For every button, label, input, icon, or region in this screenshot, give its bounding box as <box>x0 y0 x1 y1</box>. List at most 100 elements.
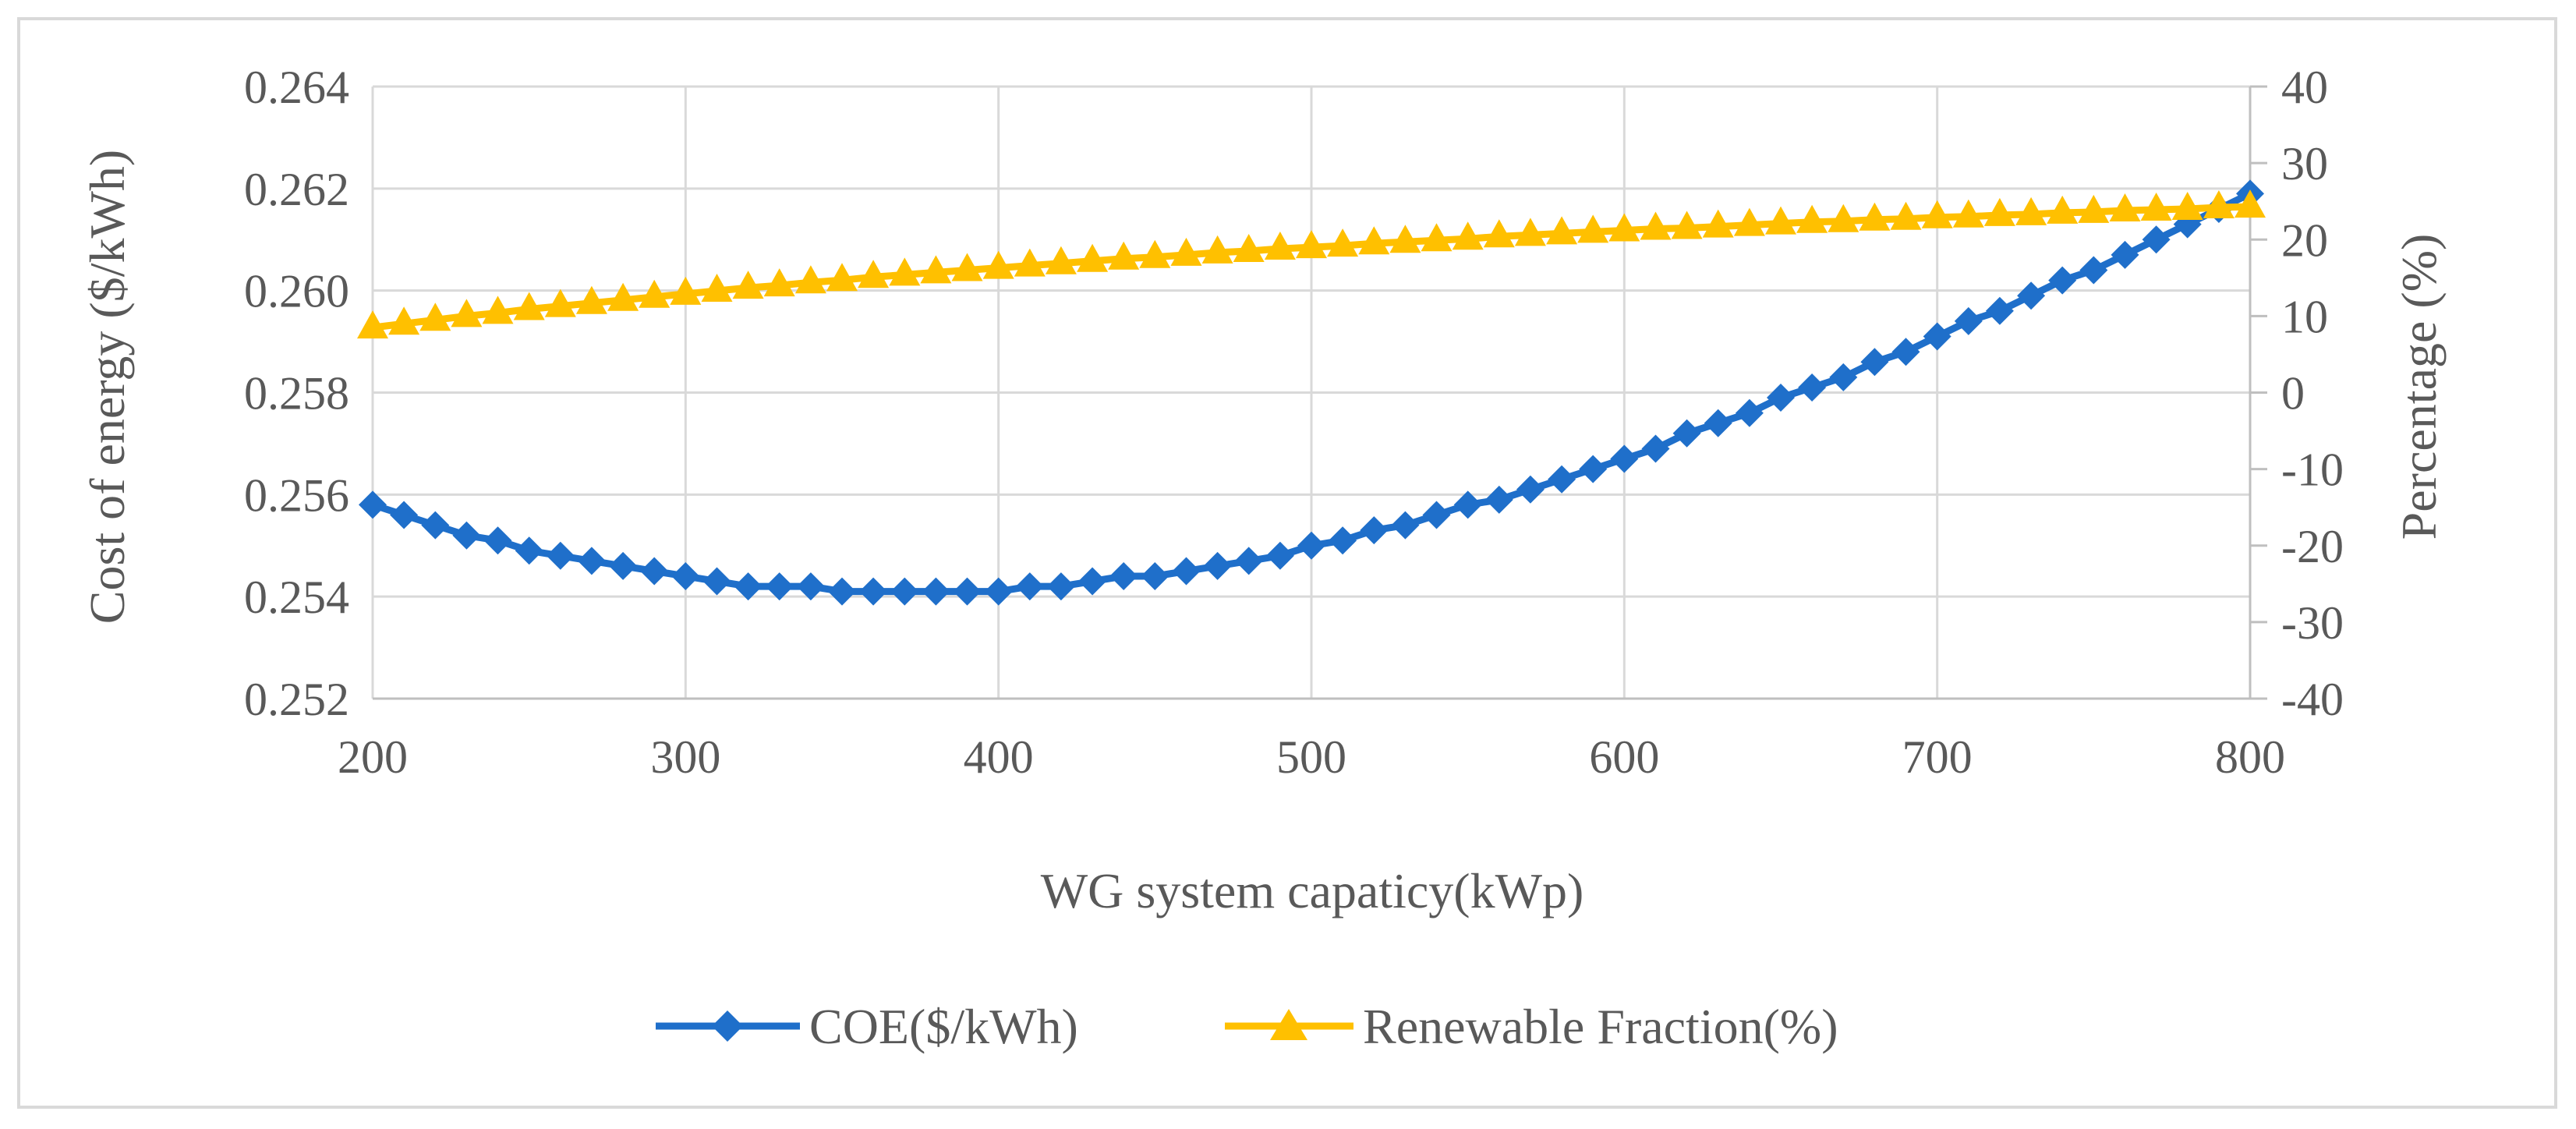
data-point-diamond <box>1985 296 2014 325</box>
data-point-diamond <box>922 577 950 606</box>
x-tick-label: 800 <box>2215 731 2285 783</box>
data-point-triangle <box>920 255 952 284</box>
data-point-triangle <box>1546 216 1578 245</box>
legend-marker-triangle <box>1270 1009 1307 1040</box>
data-point-diamond <box>1453 490 1482 519</box>
data-point-triangle <box>1765 206 1796 235</box>
data-point-triangle <box>1702 209 1734 238</box>
y-tick-label: 0.264 <box>244 62 349 113</box>
legend-label-renewable: Renewable Fraction(%) <box>1363 999 1838 1054</box>
data-point-diamond <box>1046 572 1075 601</box>
data-point-triangle <box>639 279 671 308</box>
data-point-diamond <box>671 562 700 590</box>
data-point-diamond <box>859 577 888 606</box>
y-tick-label: 0.256 <box>244 469 349 521</box>
data-point-diamond <box>953 577 982 606</box>
data-point-diamond <box>1234 547 1263 575</box>
legend-item-coe[interactable]: COE($/kWh) <box>656 999 1078 1054</box>
y2-tick-label: 10 <box>2281 291 2328 342</box>
data-point-triangle <box>794 265 826 294</box>
data-point-triangle <box>701 274 733 302</box>
data-point-diamond <box>1704 409 1732 437</box>
data-point-diamond <box>1548 465 1576 494</box>
data-point-diamond <box>359 490 387 519</box>
y2-tick-label: 30 <box>2281 138 2328 189</box>
data-point-triangle <box>1452 221 1484 250</box>
data-point-triangle <box>513 292 545 320</box>
data-point-diamond <box>1579 455 1608 483</box>
data-point-triangle <box>607 282 639 311</box>
data-point-triangle <box>982 250 1014 279</box>
data-point-triangle <box>1859 202 1891 231</box>
data-point-diamond <box>1078 567 1107 596</box>
data-point-triangle <box>826 263 858 292</box>
data-point-diamond <box>2017 281 2046 310</box>
data-point-diamond <box>702 567 731 596</box>
data-point-diamond <box>546 541 575 570</box>
data-point-triangle <box>1296 230 1327 259</box>
data-point-triangle <box>2140 193 2172 221</box>
x-axis-title: WG system capaticy(kWp) <box>1041 863 1584 918</box>
legend: COE($/kWh) Renewable Fraction(%) <box>656 999 1838 1054</box>
data-point-diamond <box>1329 526 1357 555</box>
data-point-diamond <box>1422 501 1451 529</box>
legend-item-renewable[interactable]: Renewable Fraction(%) <box>1225 999 1838 1054</box>
data-point-diamond <box>796 572 825 601</box>
data-point-triangle <box>1045 246 1077 274</box>
x-tick-label: 300 <box>650 731 720 783</box>
y2-tick-label: -40 <box>2281 674 2344 725</box>
data-point-triangle <box>1577 214 1609 243</box>
data-point-triangle <box>889 257 921 286</box>
data-point-diamond <box>577 547 606 575</box>
data-point-triangle <box>1108 241 1140 270</box>
data-point-diamond <box>1265 541 1294 570</box>
data-point-triangle <box>1608 213 1640 242</box>
data-point-diamond <box>1172 557 1201 586</box>
data-point-diamond <box>515 536 543 565</box>
data-point-triangle <box>1483 219 1515 248</box>
data-point-triangle <box>1514 218 1546 246</box>
data-point-diamond <box>2048 266 2077 295</box>
data-point-triangle <box>1389 225 1421 253</box>
data-point-diamond <box>1360 516 1389 545</box>
data-point-diamond <box>1672 419 1701 448</box>
data-point-diamond <box>1767 384 1795 412</box>
data-point-diamond <box>2111 240 2139 269</box>
data-point-diamond <box>1109 562 1138 590</box>
y2-tick-label: -30 <box>2281 597 2344 649</box>
data-point-diamond <box>421 511 450 540</box>
data-point-triangle <box>2109 193 2141 221</box>
data-point-triangle <box>2171 192 2203 220</box>
y2-tick-label: 0 <box>2281 368 2305 419</box>
data-point-diamond <box>640 557 669 586</box>
y-tick-label: 0.258 <box>244 368 349 419</box>
data-point-triangle <box>1640 211 1672 240</box>
data-point-triangle <box>482 296 514 324</box>
data-point-diamond <box>1141 562 1169 590</box>
data-point-diamond <box>1297 531 1325 560</box>
data-point-diamond <box>1641 434 1670 463</box>
data-point-diamond <box>984 577 1013 606</box>
data-point-triangle <box>670 276 702 305</box>
data-point-triangle <box>2078 194 2110 223</box>
data-point-triangle <box>575 285 607 314</box>
y-tick-label: 0.262 <box>244 164 349 215</box>
data-point-diamond <box>1391 511 1420 540</box>
y-tick-label: 0.254 <box>244 572 349 623</box>
data-point-diamond <box>734 572 763 601</box>
data-point-triangle <box>2015 196 2047 225</box>
data-point-diamond <box>1860 348 1889 377</box>
series-layer <box>357 179 2266 606</box>
x-tick-label: 200 <box>338 731 408 783</box>
data-point-triangle <box>951 253 983 281</box>
data-point-diamond <box>1610 444 1639 473</box>
x-tick-label: 500 <box>1276 731 1346 783</box>
data-point-triangle <box>1264 232 1296 260</box>
data-point-triangle <box>1828 204 1859 232</box>
x-tick-label: 700 <box>1902 731 1973 783</box>
data-point-triangle <box>1952 199 1984 228</box>
data-point-triangle <box>1170 237 1202 266</box>
data-point-triangle <box>1421 223 1453 252</box>
y2-tick-label: -20 <box>2281 521 2344 572</box>
data-point-diamond <box>1829 363 1858 391</box>
